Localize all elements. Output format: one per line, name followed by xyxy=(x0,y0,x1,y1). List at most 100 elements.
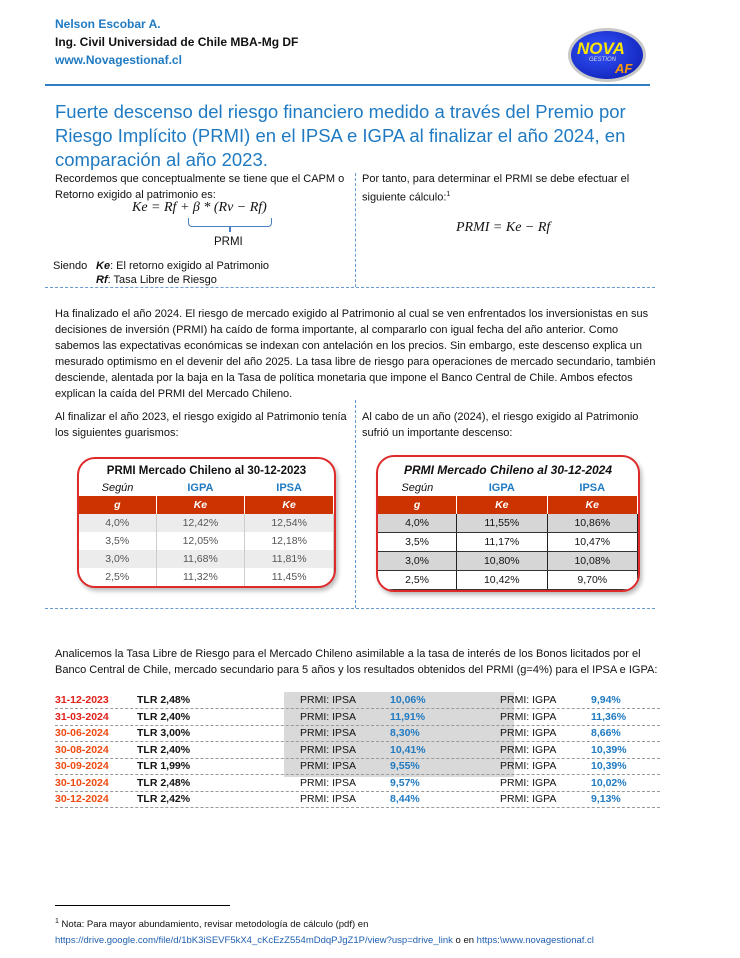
table-cell: 3,5% xyxy=(378,532,458,552)
column-label: IGPA xyxy=(488,482,515,494)
prmi-row: 31-03-2024 TLR 2,40% PRMI: IPSA 11,91% PRMI:… xyxy=(55,709,660,726)
table-cell: 12,18% xyxy=(244,532,334,550)
column-divider xyxy=(355,400,356,608)
column-header: Ke xyxy=(156,496,246,514)
table-cell: 12,05% xyxy=(156,532,246,550)
ipsa-label: PRMI: IPSA xyxy=(300,776,357,789)
table-cell: 12,42% xyxy=(156,514,246,532)
ipsa-value: 10,06% xyxy=(390,694,426,706)
igpa-label: PRMI: IGPA xyxy=(500,776,557,789)
column-label: IPSA xyxy=(276,482,302,494)
table-cell: 11,32% xyxy=(156,568,246,586)
table-caption: PRMI Mercado Chileno al 30-12-2023 xyxy=(106,465,307,477)
table-cell: 10,47% xyxy=(547,532,638,552)
igpa-value: 10,39% xyxy=(591,743,627,756)
nova-logo: NOVA GESTION AF xyxy=(568,28,646,82)
column-header: Ke xyxy=(244,496,334,514)
prmi-formula: PRMI = Ke − Rf xyxy=(456,220,551,235)
table-cell: 3,0% xyxy=(378,551,458,571)
column-header: g xyxy=(79,496,157,514)
column-label: IGPA xyxy=(187,482,214,494)
table-row: 3,5% 11,17% 10,47% xyxy=(378,532,638,552)
row-date: 30-09-2024 xyxy=(55,760,109,772)
siendo-label: Siendo xyxy=(53,260,88,272)
website-footnote-link[interactable]: https:\www.novagestionaf.cl xyxy=(476,935,594,947)
analysis-paragraph: Analicemos la Tasa Libre de Riesgo para … xyxy=(55,648,658,676)
row-tlr: TLR 3,00% xyxy=(137,727,191,739)
igpa-value: 10,02% xyxy=(591,776,627,789)
table-row: 4,0% 12,42% 12,54% xyxy=(79,514,334,532)
section-divider xyxy=(45,287,655,288)
table-row: 3,0% 10,80% 10,08% xyxy=(378,551,638,571)
footnote: 1 Nota: Para mayor abundamiento, revisar… xyxy=(55,914,695,949)
footnote-text: Nota: Para mayor abundamiento, revisar m… xyxy=(61,919,369,931)
ipsa-value: 8,44% xyxy=(390,793,420,805)
rf-definition: : Tasa Libre de Riesgo xyxy=(107,274,217,286)
igpa-value: 10,39% xyxy=(591,760,627,772)
brace-label: PRMI xyxy=(214,236,243,248)
table-cell: 11,55% xyxy=(456,514,548,533)
capm-formula: Ke = Rf + β * (Rv − Rf) xyxy=(132,200,267,215)
prmi-row: 30-10-2024 TLR 2,48% PRMI: IPSA 9,57% PRMI: … xyxy=(55,775,660,792)
table-cell: 11,81% xyxy=(244,550,334,568)
row-date: 31-12-2023 xyxy=(55,694,109,706)
compare-right-text: Al cabo de un año (2024), el riesgo exig… xyxy=(362,411,639,439)
header-divider xyxy=(45,84,650,86)
compare-left-text: Al finalizar el año 2023, el riesgo exig… xyxy=(55,411,347,439)
table-cell: 11,68% xyxy=(156,550,246,568)
column-label: Según xyxy=(101,482,134,494)
row-tlr: TLR 2,48% xyxy=(137,694,191,706)
table-prmi-2023: PRMI Mercado Chileno al 30-12-2023 Según I… xyxy=(77,457,336,588)
row-date: 31-03-2024 xyxy=(55,710,109,723)
ipsa-value: 9,57% xyxy=(390,776,420,789)
table-row: 3,5% 12,05% 12,18% xyxy=(79,532,334,550)
table-cell: 4,0% xyxy=(378,514,458,533)
ipsa-value: 8,30% xyxy=(390,727,420,739)
table-cell: 10,80% xyxy=(456,551,548,571)
ipsa-label: PRMI: IPSA xyxy=(300,710,357,723)
footnote-ref[interactable]: 1 xyxy=(446,191,451,198)
rf-symbol: Rf xyxy=(96,274,108,286)
ipsa-value: 11,91% xyxy=(390,710,426,723)
prmi-row: 30-06-2024 TLR 3,00% PRMI: IPSA 8,30% PRMI: … xyxy=(55,725,660,742)
ipsa-value: 10,41% xyxy=(390,743,426,756)
website-link[interactable]: www.Novagestionaf.cl xyxy=(55,53,182,67)
table-cell: 12,54% xyxy=(244,514,334,532)
row-tlr: TLR 2,40% xyxy=(137,710,191,723)
table-prmi-2024: PRMI Mercado Chileno al 30-12-2024 Según I… xyxy=(376,455,640,592)
table-cell: 10,42% xyxy=(456,570,548,590)
table-row: 4,0% 11,55% 10,86% xyxy=(378,514,638,533)
row-date: 30-08-2024 xyxy=(55,743,109,756)
capm-intro: Recordemos que conceptualmente se tiene … xyxy=(55,173,345,201)
ipsa-label: PRMI: IPSA xyxy=(300,694,357,706)
page-title: Fuerte descenso del riesgo financiero me… xyxy=(55,101,626,170)
footnote-rule xyxy=(55,905,230,906)
prmi-row: 30-08-2024 TLR 2,40% PRMI: IPSA 10,41% PRMI:… xyxy=(55,742,660,759)
igpa-label: PRMI: IGPA xyxy=(500,710,557,723)
table-cell: 2,5% xyxy=(79,568,157,586)
drive-link[interactable]: https://drive.google.com/file/d/1bK3iSEV… xyxy=(55,935,453,947)
row-tlr: TLR 2,40% xyxy=(137,743,191,756)
ipsa-label: PRMI: IPSA xyxy=(300,793,357,805)
table-cell: 2,5% xyxy=(378,570,458,590)
igpa-value: 9,13% xyxy=(591,793,621,805)
row-tlr: TLR 2,42% xyxy=(137,793,191,805)
brace-tip xyxy=(229,226,231,232)
ipsa-label: PRMI: IPSA xyxy=(300,727,357,739)
author-name: Nelson Escobar A. xyxy=(55,17,161,31)
igpa-label: PRMI: IGPA xyxy=(500,760,557,772)
table-cell: 3,5% xyxy=(79,532,157,550)
table-caption: PRMI Mercado Chileno al 30-12-2024 xyxy=(403,463,613,477)
table-cell: 9,70% xyxy=(547,570,638,590)
ipsa-value: 9,55% xyxy=(390,760,420,772)
igpa-label: PRMI: IGPA xyxy=(500,727,557,739)
row-date: 30-10-2024 xyxy=(55,776,109,789)
ipsa-label: PRMI: IPSA xyxy=(300,760,357,772)
column-header: Ke xyxy=(456,496,548,514)
table-cell: 4,0% xyxy=(79,514,157,532)
author-credentials: Ing. Civil Universidad de Chile MBA-Mg D… xyxy=(55,35,299,49)
row-date: 30-12-2024 xyxy=(55,793,109,805)
column-divider xyxy=(355,173,356,287)
column-header: Ke xyxy=(547,496,638,514)
